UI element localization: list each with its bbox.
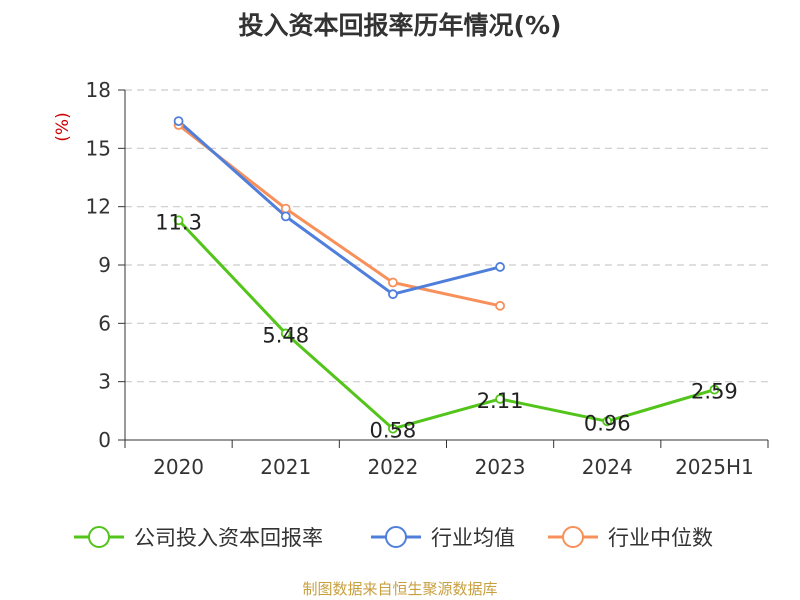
data-label: 0.96: [584, 411, 631, 435]
legend-marker: [562, 526, 584, 548]
legend-marker: [88, 526, 110, 548]
data-label: 2.59: [691, 380, 738, 404]
data-point: [280, 211, 291, 222]
data-point: [280, 328, 291, 339]
series-line-1: [177, 119, 501, 296]
y-tick-label: 12: [86, 195, 111, 219]
axes: 0 3 6 9 12 15 18 (%) 2020 2021 2022 2023 2024 2025H1: [53, 78, 769, 479]
legend-entry: 行业中位数: [608, 526, 713, 550]
x-tick-label: 2022: [367, 455, 418, 479]
data-point: [602, 416, 613, 427]
legend-entry: 行业均值: [431, 526, 515, 550]
x-tick-label: 2020: [153, 455, 204, 479]
data-label: 11.3: [155, 210, 202, 234]
data-point: [388, 289, 398, 300]
x-tick-label: 2024: [582, 455, 633, 479]
y-tick-label: 9: [98, 253, 111, 277]
y-tick-label: 0: [98, 428, 111, 452]
y-tick-label: 3: [98, 370, 111, 394]
legend-entry: 公司投入资本回报率: [134, 526, 323, 550]
legend: 公司投入资本回报率 行业均值 行业中位数: [74, 526, 713, 550]
data-point: [388, 423, 398, 434]
x-tick-label: 2023: [475, 455, 526, 479]
data-point: [173, 116, 184, 127]
y-axis-label: (%): [53, 112, 73, 141]
legend-marker: [385, 526, 407, 548]
data-point: [495, 394, 505, 404]
data-point: [173, 215, 184, 226]
data-label: 0.58: [370, 419, 417, 443]
grid-lines: [125, 89, 768, 383]
series-lines: [177, 119, 715, 431]
y-tick-label: 6: [98, 311, 111, 335]
chart-title: 投入资本回报率历年情况(%): [238, 11, 562, 40]
x-tick-label: 2025H1: [675, 455, 754, 479]
data-point: [280, 203, 291, 214]
data-point: [495, 262, 505, 272]
x-tick-label: 2021: [260, 455, 311, 479]
data-label: 2.11: [477, 389, 524, 413]
data-point: [388, 277, 398, 288]
y-tick-label: 15: [86, 136, 111, 160]
data-point: [495, 300, 505, 311]
data-labels: 11.3 5.48 0.58 2.11 0.96 2.59: [155, 210, 738, 442]
data-point: [709, 384, 720, 395]
series-line-0: [177, 219, 715, 431]
source-note: 制图数据来自恒生聚源数据库: [302, 580, 498, 598]
data-points: [173, 116, 720, 434]
y-tick-label: 18: [86, 78, 111, 102]
data-label: 5.48: [262, 323, 309, 347]
